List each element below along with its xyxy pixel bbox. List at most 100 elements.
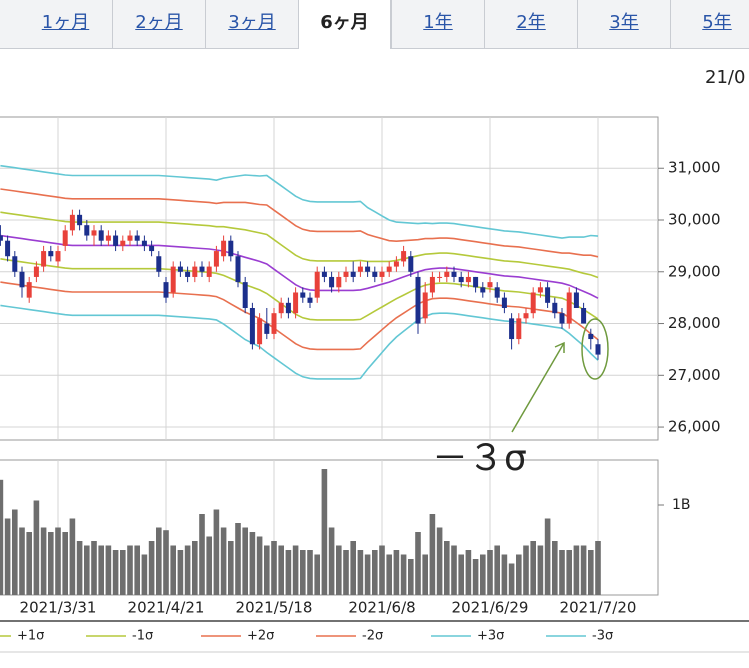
period-tab[interactable]: 5年 [670, 0, 749, 48]
candle-body [170, 266, 176, 293]
period-tabs: 1ヶ月 2ヶ月 3ヶ月 6ヶ月 1年 2年 3年 5年 [0, 0, 749, 49]
candle-body [293, 292, 299, 314]
volume-bar [12, 509, 18, 595]
candle-body [581, 308, 587, 324]
candle-body [26, 282, 32, 298]
candle-body [41, 251, 47, 267]
volume-bar [465, 550, 472, 595]
candle-body [487, 282, 493, 288]
volume-bar [264, 545, 270, 595]
volume-bar [76, 541, 83, 595]
date-label: 21/0 [705, 67, 745, 88]
volume-bar [588, 550, 594, 595]
volume-bar [33, 500, 40, 595]
volume-bar [184, 545, 191, 595]
volume-bar [199, 514, 205, 595]
candle-body [206, 266, 212, 277]
volume-bar [62, 532, 68, 595]
band-line [0, 281, 599, 351]
volume-bar [552, 541, 558, 595]
volume-bar [4, 518, 11, 595]
volume-bar [26, 532, 32, 595]
y-tick-label: 27,000 [668, 366, 721, 384]
candle-body [530, 292, 536, 314]
volume-bar [156, 527, 162, 595]
volume-bar [91, 541, 97, 595]
candle-body [321, 271, 327, 277]
volume-bar [120, 550, 126, 595]
volume-bar [163, 530, 169, 595]
volume-bar [242, 527, 248, 595]
volume-bar [487, 550, 493, 595]
volume-bar [393, 550, 400, 595]
volume-bar [0, 479, 4, 595]
volume-bar [249, 532, 256, 595]
volume-bar [84, 545, 90, 595]
candle-body [69, 214, 75, 231]
candle-body [465, 276, 471, 283]
candle-body [48, 251, 54, 257]
volume-bar [328, 527, 335, 595]
period-tab[interactable]: 3年 [577, 0, 670, 48]
volume-bar [537, 545, 544, 595]
candle-body [401, 251, 407, 262]
period-tab[interactable]: 2ヶ月 [112, 0, 205, 48]
y-tick-label: 30,000 [668, 211, 721, 229]
candle-body [5, 240, 11, 257]
candle-body [177, 266, 183, 272]
candle-body [300, 292, 306, 298]
candle-body [350, 271, 356, 277]
volume-bar [400, 554, 407, 595]
volume-bar [336, 545, 342, 595]
period-tab[interactable]: 6ヶ月 [298, 0, 391, 49]
x-tick-label: 2021/6/8 [348, 599, 415, 617]
candle-body [523, 313, 529, 319]
y-tick-label: 31,000 [668, 159, 721, 177]
volume-bar [480, 554, 486, 595]
volume-bar [508, 563, 515, 595]
candle-body [501, 297, 507, 309]
candle-body [451, 271, 457, 277]
candle-body [120, 240, 126, 246]
volume-bar [235, 523, 241, 595]
volume-bar [357, 550, 364, 595]
volume-bar [213, 509, 220, 595]
candle-body [192, 266, 198, 277]
candle-body [257, 318, 263, 345]
candle-body [386, 266, 392, 272]
volume-bar [192, 541, 198, 595]
period-tab[interactable]: 1ヶ月 [41, 12, 90, 33]
period-tab[interactable]: 2年 [484, 0, 577, 48]
candle-body [408, 256, 414, 272]
annotation-arrowhead [554, 341, 565, 353]
volume-bar [228, 541, 234, 595]
candle-body [545, 287, 551, 303]
candle-body [480, 287, 486, 293]
period-tab[interactable]: 3ヶ月 [205, 0, 298, 48]
candle-body [458, 276, 464, 283]
volume-bar [472, 559, 479, 595]
price-frame [0, 116, 659, 441]
volume-frame [0, 459, 659, 596]
candle-body [559, 313, 565, 324]
candle-body [271, 313, 277, 334]
candle-body [62, 230, 68, 246]
candle-body [213, 251, 219, 267]
candle-body [588, 333, 594, 340]
volume-bar [170, 545, 176, 595]
candle-body [444, 271, 450, 277]
volume-bar [415, 532, 421, 595]
candle-body [314, 271, 320, 298]
volume-bar [523, 545, 529, 595]
period-tab[interactable]: 1年 [391, 0, 484, 48]
volume-bar [112, 550, 119, 595]
volume-bar [580, 545, 587, 595]
legend-label: -3σ [592, 629, 613, 644]
x-tick-label: 2021/7/20 [560, 599, 637, 617]
legend-label: -1σ [132, 629, 153, 644]
legend-label: +2σ [247, 629, 274, 644]
candle-body [221, 240, 227, 257]
volume-bar [148, 541, 155, 595]
volume-bar [516, 554, 522, 595]
candle-body [566, 292, 572, 324]
